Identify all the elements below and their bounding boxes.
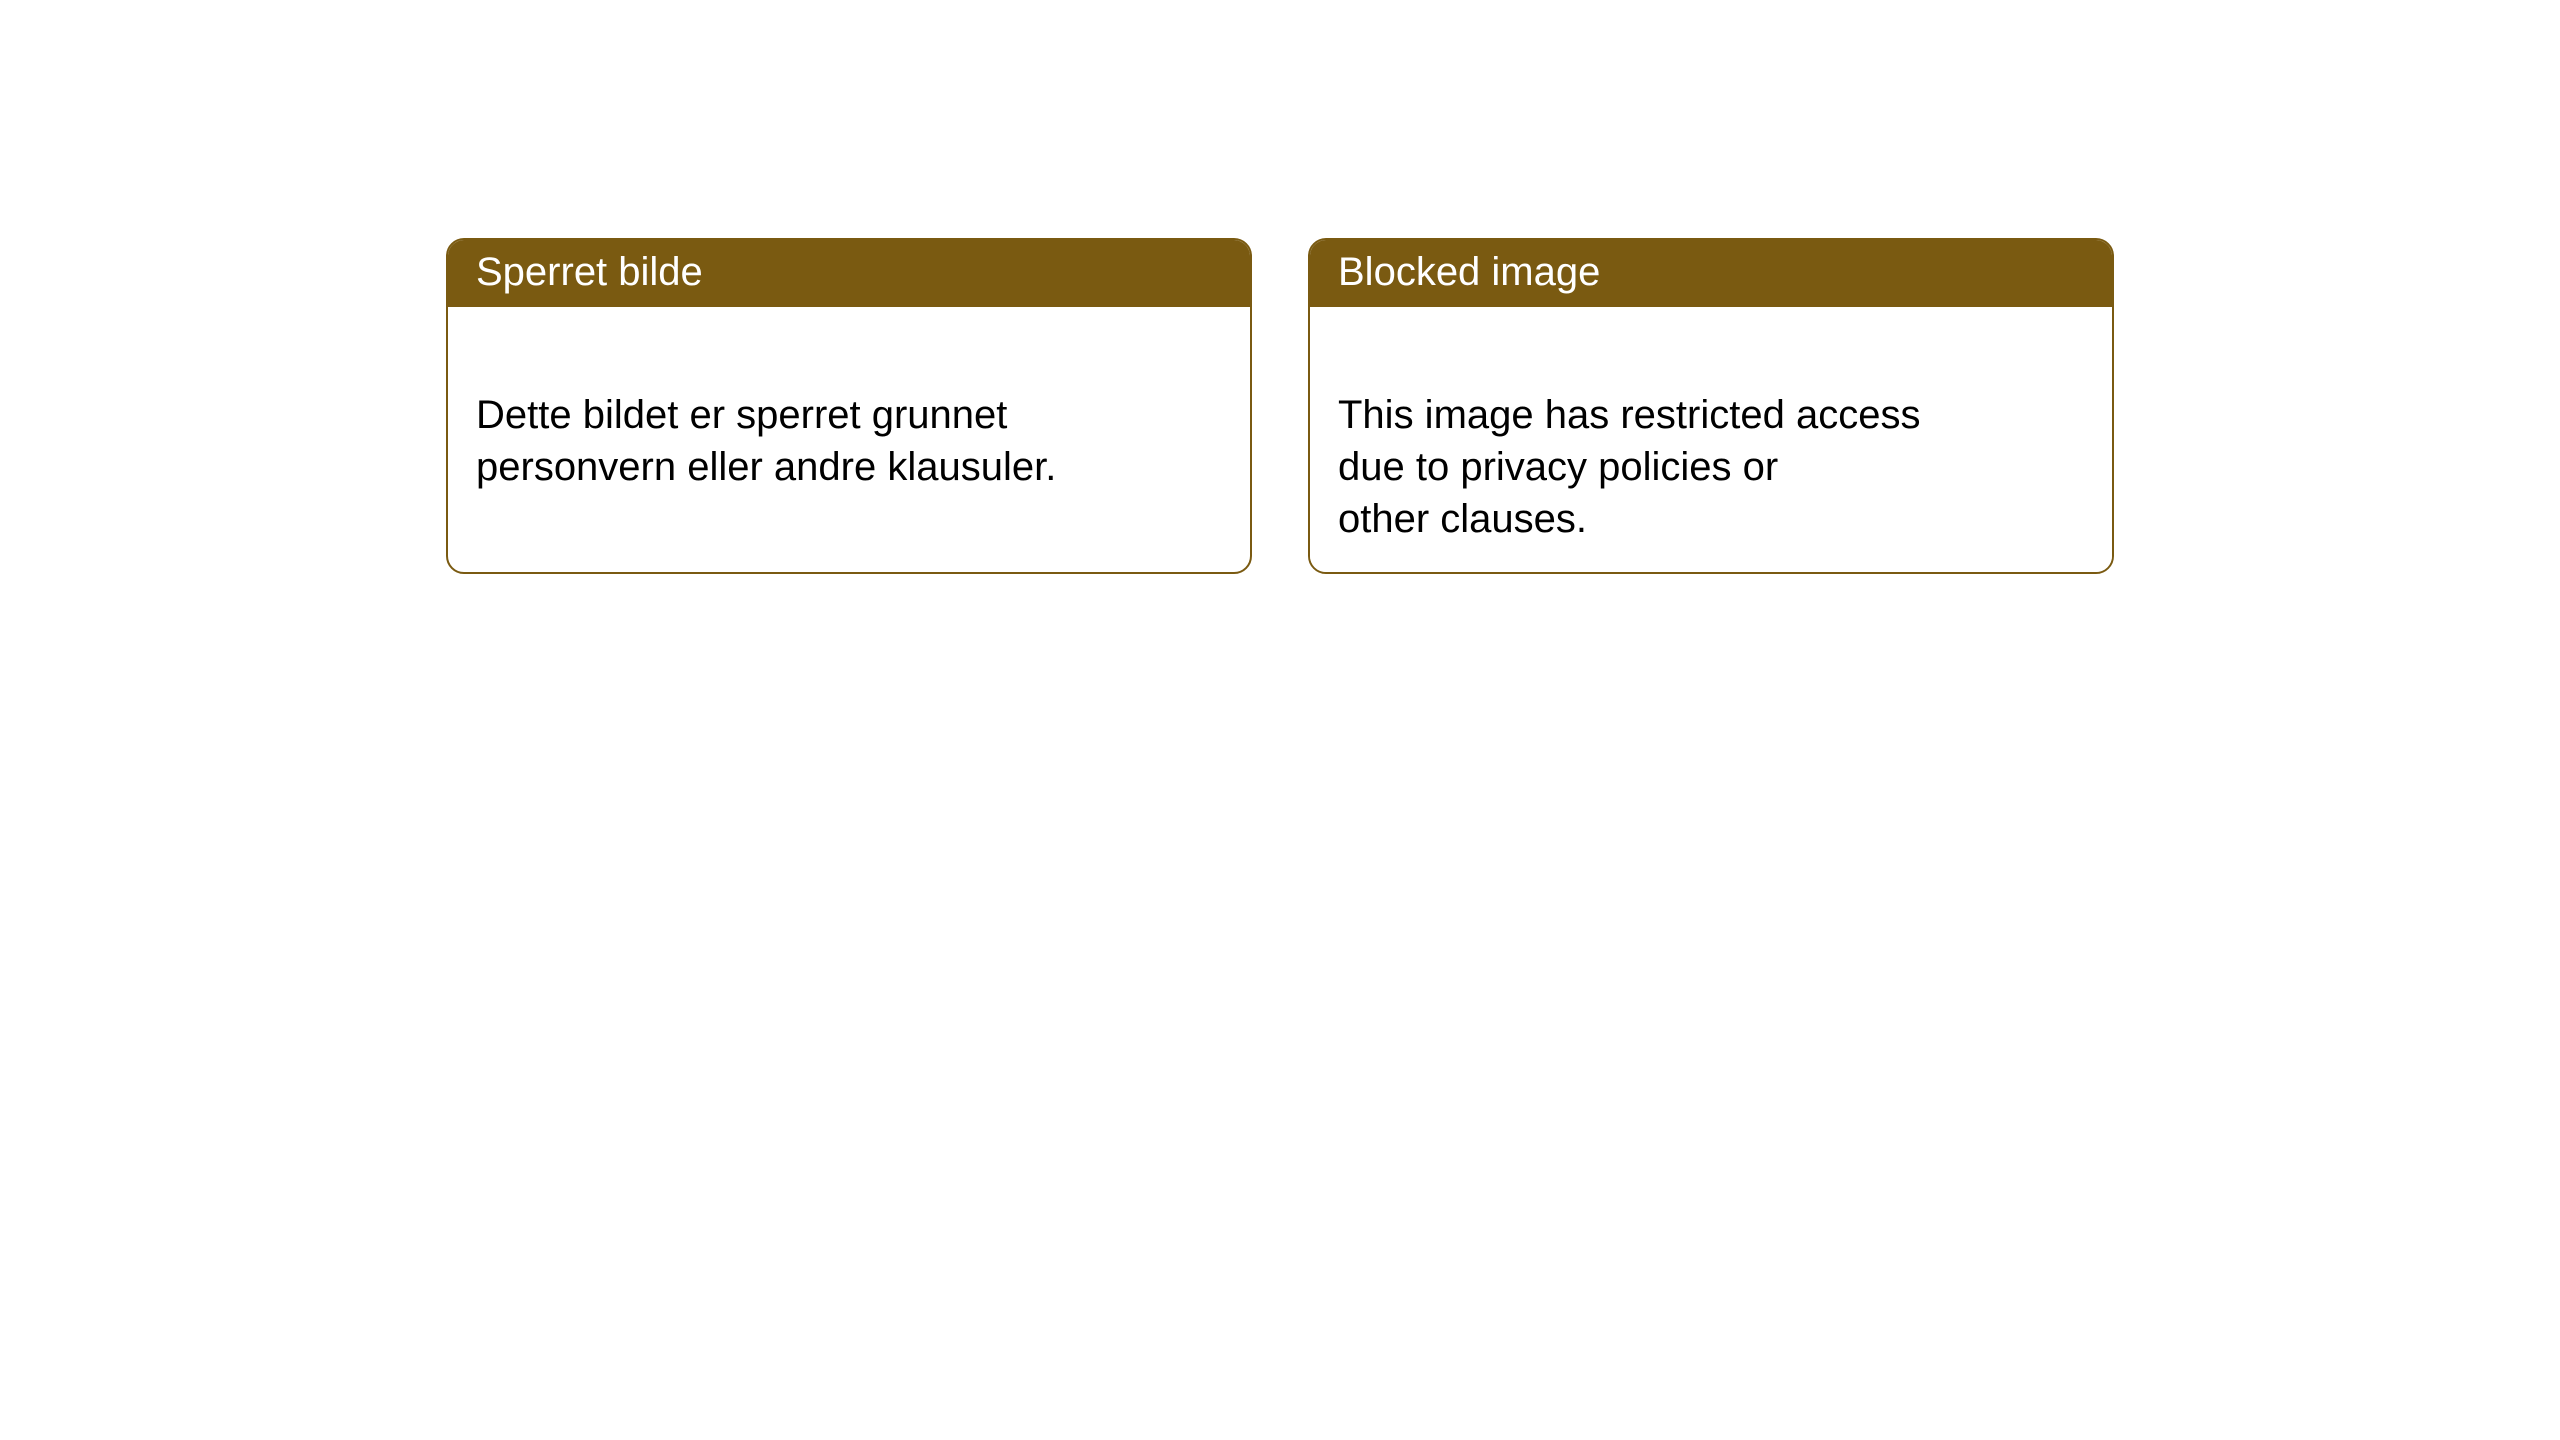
card-header: Sperret bilde [448,240,1250,307]
card-body: Dette bildet er sperret grunnet personve… [448,307,1250,523]
card-norwegian: Sperret bilde Dette bildet er sperret gr… [446,238,1252,574]
card-header: Blocked image [1310,240,2112,307]
card-body: This image has restricted access due to … [1310,307,2112,574]
card-body-text: This image has restricted access due to … [1338,393,1920,541]
card-body-text: Dette bildet er sperret grunnet personve… [476,393,1056,489]
card-title: Blocked image [1338,250,1600,294]
card-english: Blocked image This image has restricted … [1308,238,2114,574]
card-title: Sperret bilde [476,250,703,294]
cards-container: Sperret bilde Dette bildet er sperret gr… [0,0,2560,574]
